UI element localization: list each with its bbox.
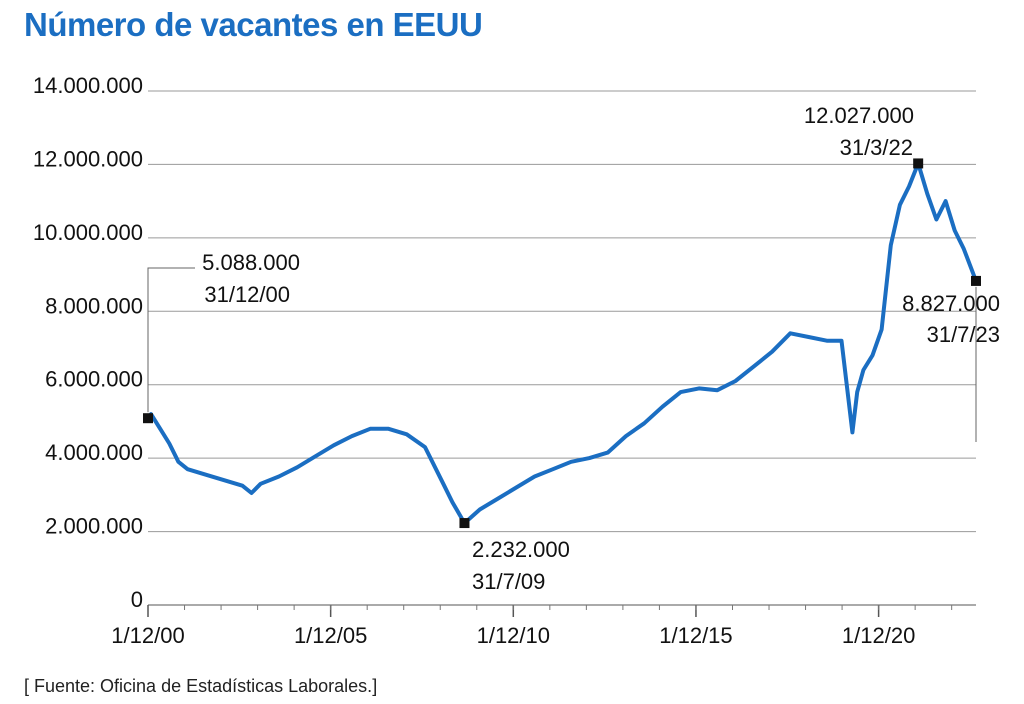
y-tick-label-1: 2.000.000 [45, 514, 143, 539]
annotation-marker-2 [913, 158, 924, 169]
series-group [146, 161, 978, 526]
annotation-value-3: 8.827.000 [902, 291, 1000, 316]
y-axis-ticks: 0 2.000.000 4.000.000 6.000.000 8.000.000 10.… [33, 73, 143, 612]
source-note: [ Fuente: Oficina de Estadísticas Labora… [24, 676, 378, 696]
annotation-date-1: 31/7/09 [472, 569, 545, 594]
annotation-date-3: 31/7/23 [927, 322, 1000, 347]
x-tick-label-4: 1/12/20 [842, 623, 915, 648]
x-axis: 1/12/00 1/12/05 1/12/10 1/12/15 1/12/20 [111, 604, 976, 648]
annotation-leader-0 [147, 267, 195, 413]
y-tick-label-7: 14.000.000 [33, 73, 143, 98]
chart-title: Número de vacantes en EEUU [24, 6, 483, 43]
series-line [146, 161, 978, 526]
x-tick-label-0: 1/12/00 [111, 623, 184, 648]
annotation-value-1: 2.232.000 [472, 537, 570, 562]
annotation-marker-1 [459, 518, 470, 529]
y-tick-label-5: 10.000.000 [33, 220, 143, 245]
y-tick-label-3: 6.000.000 [45, 367, 143, 392]
y-tick-label-0: 0 [131, 587, 143, 612]
x-tick-label-2: 1/12/10 [477, 623, 550, 648]
y-tick-label-4: 8.000.000 [45, 293, 143, 318]
annotation-marker-0 [143, 413, 153, 424]
x-tick-label-3: 1/12/15 [659, 623, 732, 648]
y-tick-label-6: 12.000.000 [33, 146, 143, 171]
y-tick-label-2: 4.000.000 [45, 440, 143, 465]
annotation-marker-3 [971, 275, 981, 286]
annotation-value-2: 12.027.000 [804, 103, 914, 128]
annotation-value-0: 5.088.000 [202, 250, 300, 275]
annotation-date-0: 31/12/00 [204, 282, 290, 307]
annotations-group: 5.088.000 31/12/00 2.232.000 31/7/09 12.027.… [143, 103, 1000, 594]
annotation-date-2: 31/3/22 [840, 135, 913, 160]
x-tick-label-1: 1/12/05 [294, 623, 367, 648]
grid-lines [148, 90, 976, 533]
